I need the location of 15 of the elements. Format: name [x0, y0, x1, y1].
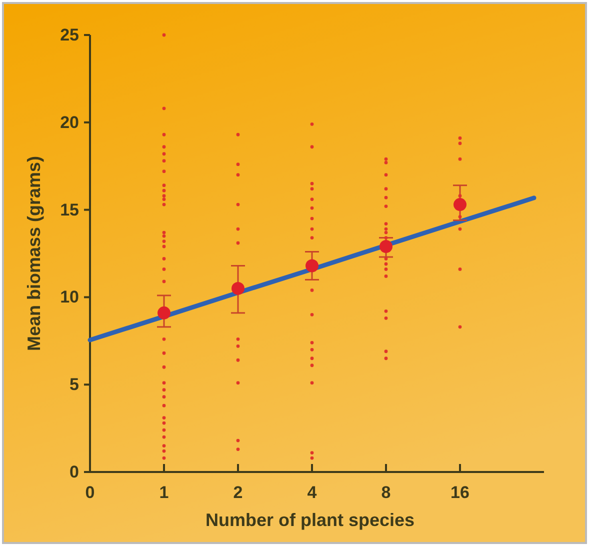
- y-tick-label: 15: [60, 200, 79, 220]
- x-tick-label: 16: [450, 483, 470, 502]
- x-tick-label: 0: [85, 483, 95, 502]
- y-tick-label: 0: [70, 462, 79, 482]
- y-axis-title: Mean biomass (grams): [24, 156, 44, 352]
- y-tick-label: 5: [70, 375, 79, 394]
- x-axis-title: Number of plant species: [205, 510, 415, 530]
- x-tick-label: 1: [159, 483, 169, 502]
- x-tick-label: 8: [381, 483, 391, 502]
- x-tick-label: 4: [307, 483, 318, 502]
- y-tick-label: 25: [60, 25, 79, 44]
- y-tick-label: 20: [60, 112, 79, 132]
- y-tick-label: 10: [60, 288, 79, 307]
- line-series: [88, 196, 536, 342]
- x-tick-label: 2: [233, 483, 243, 502]
